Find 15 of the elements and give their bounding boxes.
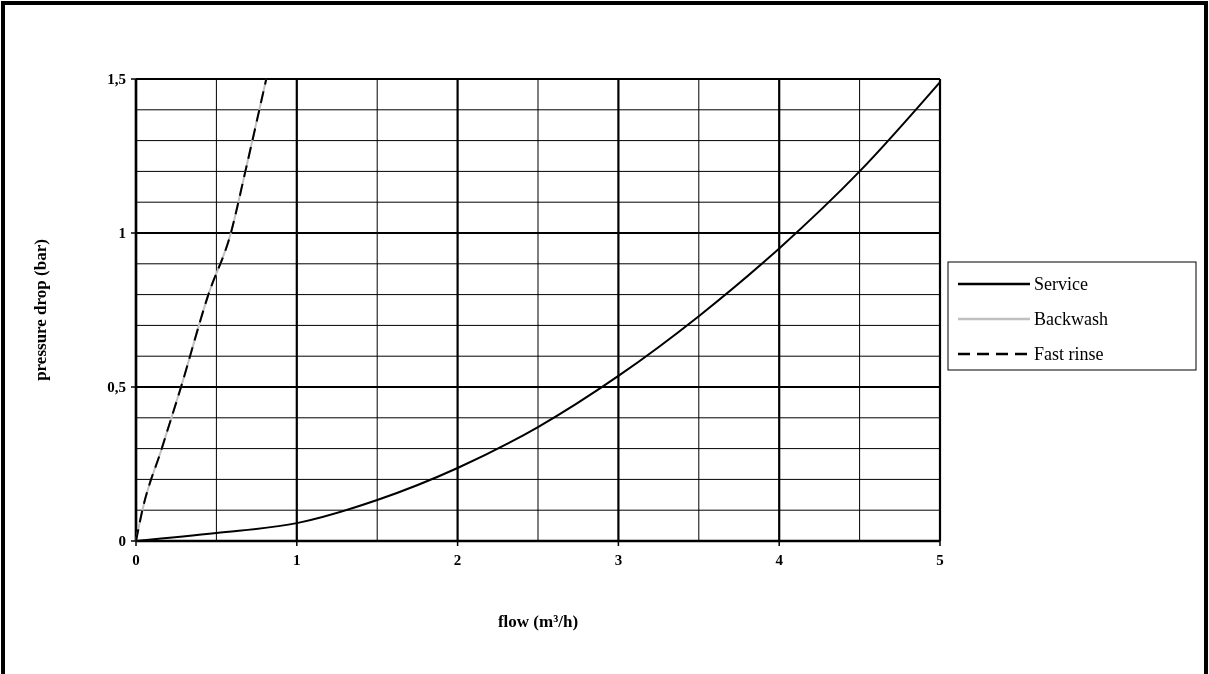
y-tick-label: 1 — [118, 225, 126, 241]
x-tick-label: 1 — [293, 552, 301, 568]
x-tick-label: 2 — [453, 552, 462, 568]
x-tick-label: 0 — [132, 552, 140, 568]
x-tick-label: 5 — [936, 552, 944, 568]
y-tick-label: 1,5 — [107, 71, 126, 87]
y-tick-label: 0 — [118, 533, 126, 549]
legend-label: Fast rinse — [1034, 344, 1104, 364]
x-tick-label: 3 — [614, 552, 623, 568]
legend-label: Backwash — [1034, 309, 1108, 329]
x-tick-label: 4 — [775, 552, 784, 568]
x-axis-title: flow (m³/h) — [497, 612, 579, 631]
legend-label: Service — [1034, 274, 1088, 294]
y-tick-label: 0,5 — [107, 379, 126, 395]
y-axis-title: pressure drop (bar) — [31, 239, 50, 381]
